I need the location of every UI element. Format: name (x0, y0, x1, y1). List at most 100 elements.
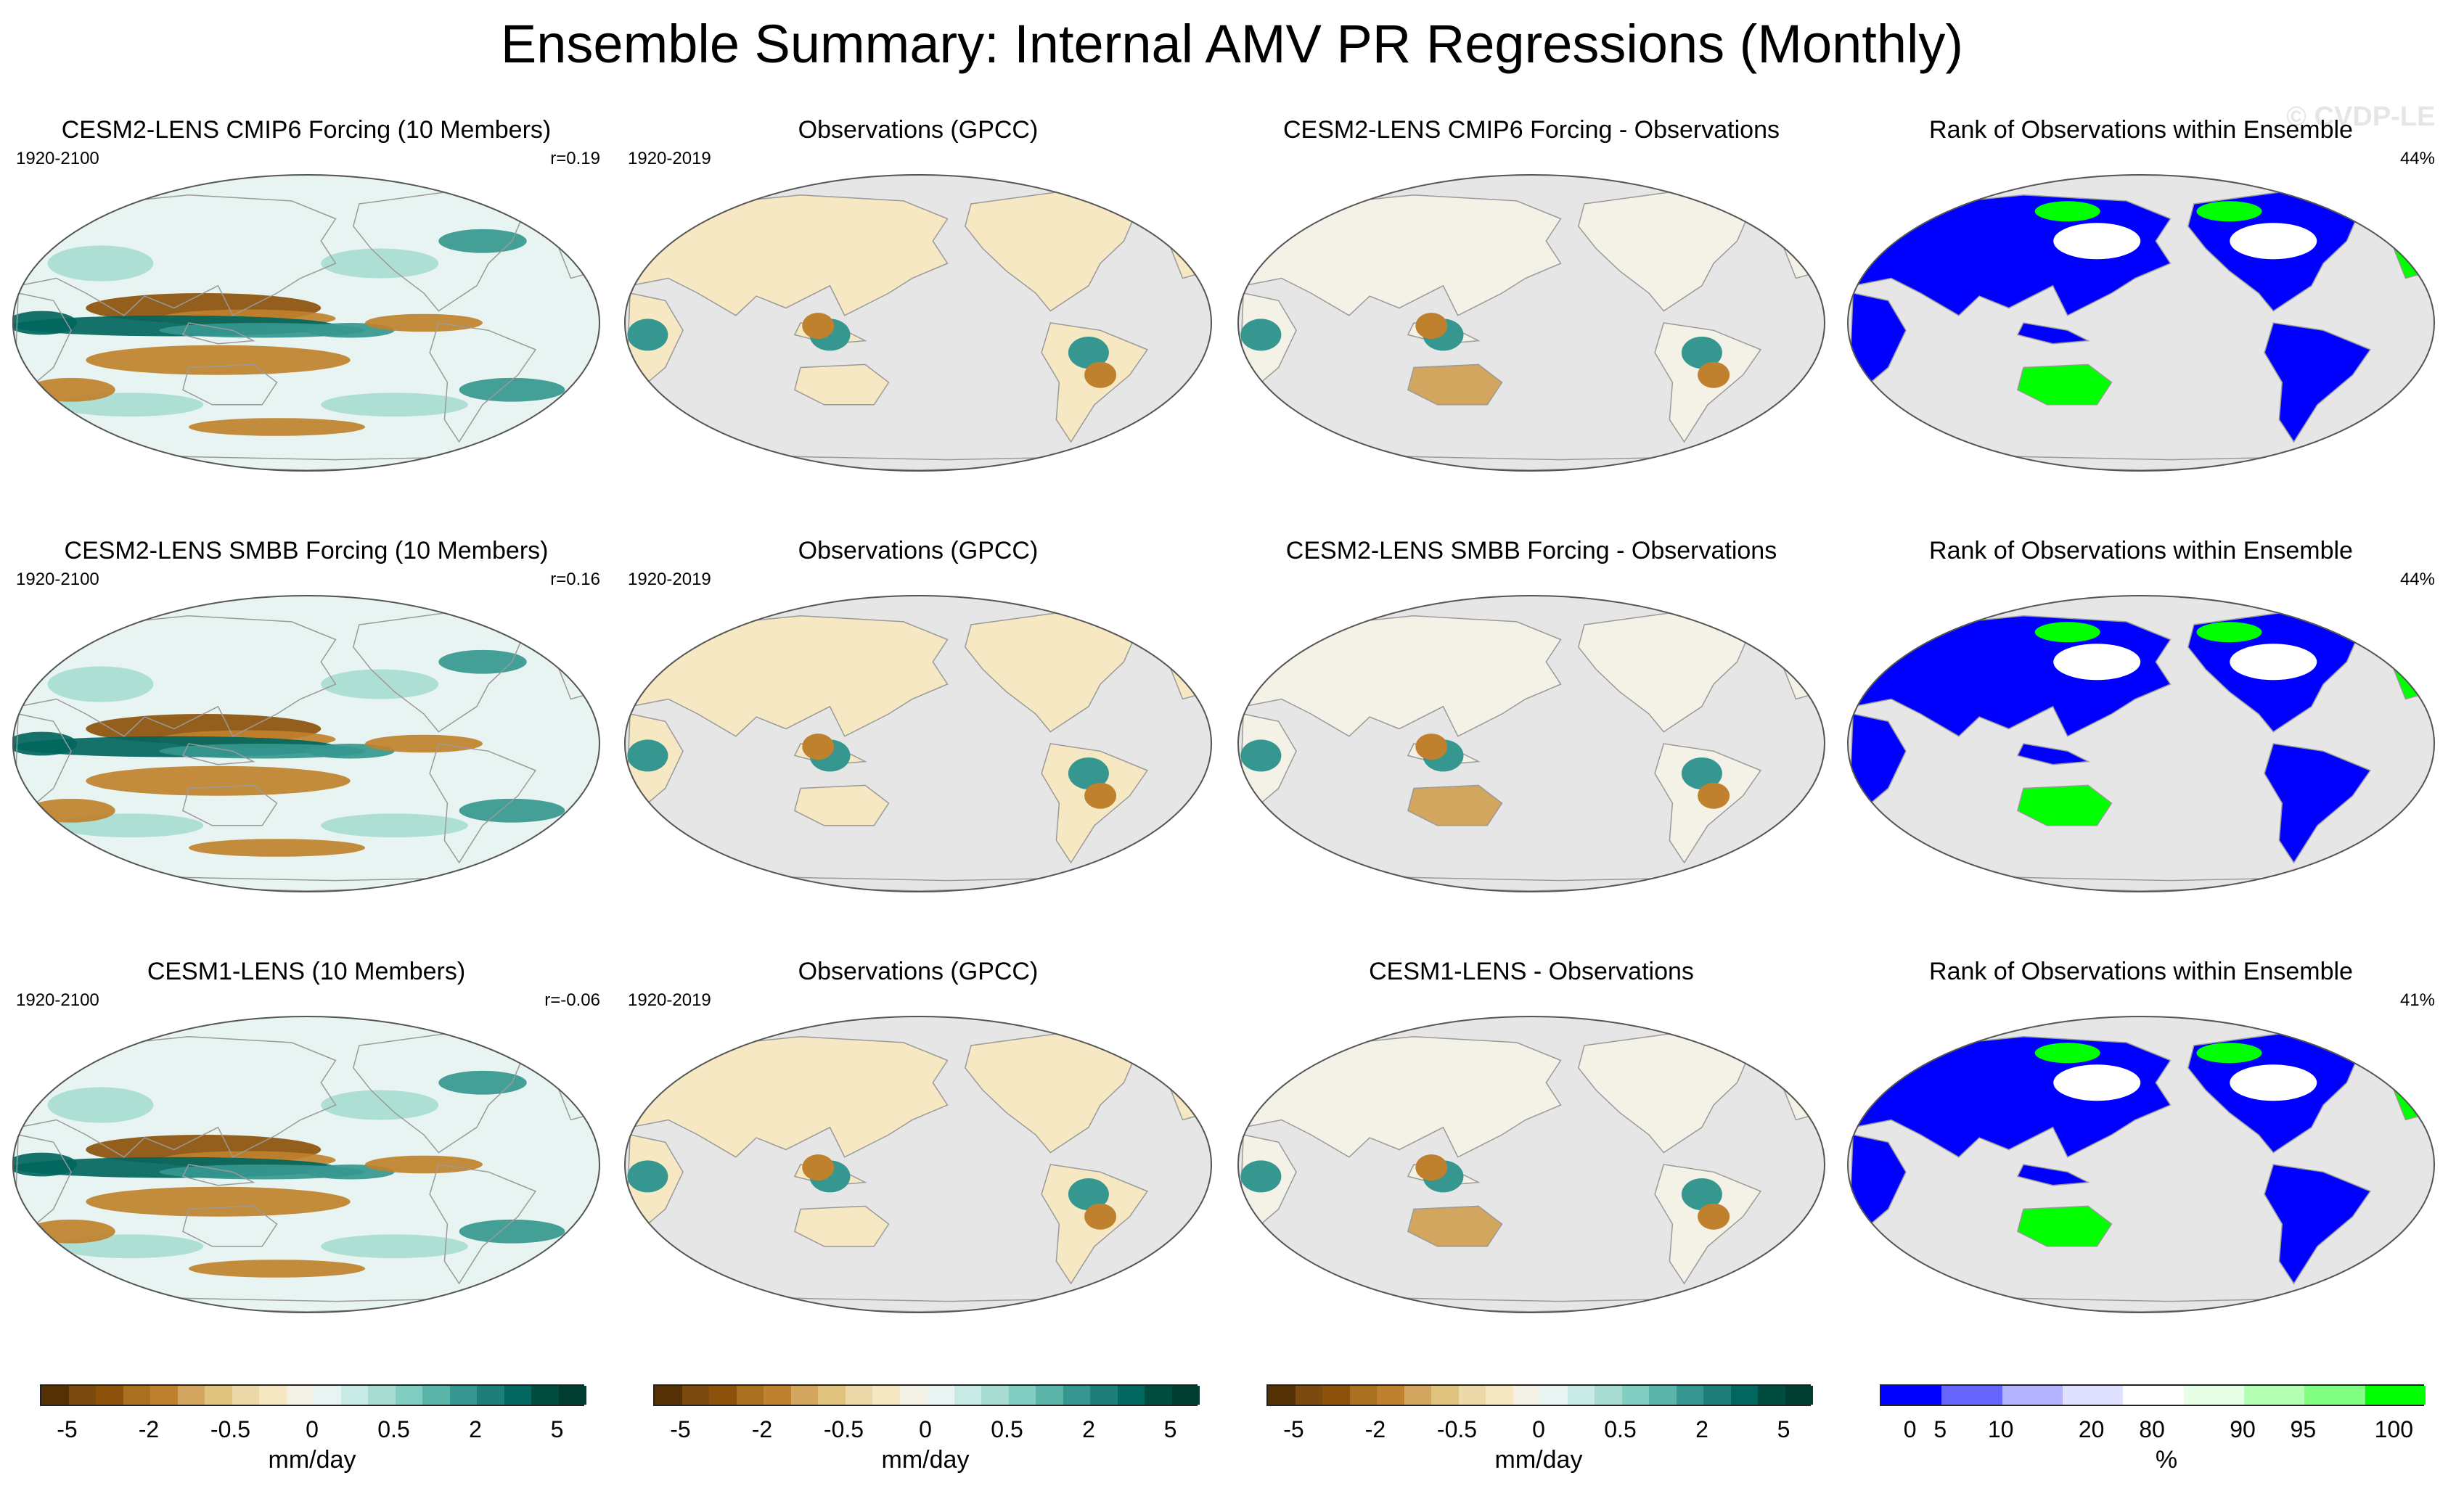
colorbar-swatch (1117, 1386, 1145, 1405)
colorbar-swatch (41, 1386, 69, 1405)
anomaly-region (1681, 1178, 1722, 1210)
anomaly-region (1415, 1154, 1448, 1181)
anomaly-region (12, 1152, 78, 1177)
colorbar-swatch (845, 1386, 873, 1405)
correlation-label: r=0.19 (550, 149, 600, 168)
period-label: 1920-2019 (628, 570, 711, 589)
map-border (1237, 174, 1825, 472)
colorbar-swatch (1567, 1386, 1595, 1405)
anomaly-region (27, 377, 115, 402)
colorbar-tick-label: 0 (1903, 1416, 1917, 1442)
colorbar-swatch (1676, 1386, 1704, 1405)
map-border (1237, 1016, 1825, 1313)
map-diff-r1-c2 (1237, 595, 1825, 892)
anomaly-region (627, 1160, 668, 1193)
land-seasia (181, 1164, 255, 1186)
panel-title: CESM1-LENS - Observations (1369, 958, 1694, 985)
anomaly-region (321, 1090, 439, 1120)
colorbar-swatch (1008, 1386, 1036, 1405)
anomaly-region (1681, 757, 1722, 789)
colorbar-swatch (1881, 1386, 1942, 1405)
land-australia (1407, 784, 1503, 826)
colorbar-swatch (1322, 1386, 1350, 1405)
anomaly-region (1240, 1160, 1282, 1193)
colorbar-tick-label: 5 (1163, 1416, 1177, 1442)
anomaly-region (1698, 361, 1730, 388)
land-greenland (1742, 185, 1791, 217)
anomaly-region (47, 245, 154, 282)
anomaly-region (47, 666, 154, 702)
rank-high-region (2034, 1043, 2100, 1064)
colorbar-swatch (1090, 1386, 1118, 1405)
land-australia (794, 784, 890, 826)
period-label: 1920-2100 (16, 990, 99, 1010)
map-obs-r2-c1 (624, 1016, 1212, 1313)
rank-mid-region (2230, 223, 2317, 260)
rank-high-region (2196, 1043, 2262, 1064)
anomaly-region (189, 839, 365, 857)
rank-high-region (2034, 622, 2100, 643)
map-border (1847, 595, 2435, 892)
colorbar-swatch (1171, 1386, 1200, 1405)
colorbar-swatch (2123, 1386, 2185, 1405)
anomaly-region (802, 313, 835, 340)
map-obs-r0-c1 (624, 174, 1212, 472)
colorbar-unit-label: % (2155, 1446, 2178, 1474)
colorbar-swatch (68, 1386, 97, 1405)
colorbar-swatch (1758, 1386, 1785, 1405)
colorbar-swatch (150, 1386, 178, 1405)
anomaly-region (459, 798, 565, 823)
colorbar-swatch (981, 1386, 1009, 1405)
colorbar-swatch (1349, 1386, 1378, 1405)
anomaly-region (1681, 337, 1722, 369)
colorbar-swatch (790, 1386, 819, 1405)
panel-title: Observations (GPCC) (798, 958, 1039, 985)
land-australia (794, 363, 890, 406)
rank-percent-label: 41% (2399, 990, 2435, 1010)
panel-title: CESM2-LENS SMBB Forcing (10 Members) (64, 537, 549, 564)
colorbar-swatch (1036, 1386, 1063, 1405)
rank-mid-region (2053, 644, 2141, 681)
colorbar-swatch (1377, 1386, 1404, 1405)
anomaly-region (321, 393, 468, 417)
land-greenland (1129, 606, 1178, 638)
colorbar-swatch (314, 1386, 341, 1405)
anomaly-region (1240, 739, 1282, 772)
correlation-label: r=-0.06 (544, 990, 600, 1010)
colorbar-tick-label: 0.5 (991, 1416, 1023, 1442)
colorbar-tick-label: 2 (1695, 1416, 1708, 1442)
colorbar-tick-label: 0.5 (377, 1416, 410, 1442)
colorbar-tick-label: 0.5 (1604, 1416, 1637, 1442)
anomaly-region (12, 731, 78, 756)
land-australia (794, 1205, 890, 1247)
colorbar-tick-label: 10 (1987, 1416, 2014, 1442)
land-eurasia (17, 1035, 337, 1158)
colorbar-swatch (1649, 1386, 1677, 1405)
land-australia (1407, 363, 1503, 406)
land-eurasia (629, 194, 949, 316)
land-greenland (1129, 1027, 1178, 1059)
rank-high-region (2196, 622, 2262, 643)
colorbar-tick-label: -0.5 (210, 1416, 251, 1442)
land-samerica (2264, 1164, 2372, 1285)
colorbar-swatch (1513, 1386, 1541, 1405)
land-australia (182, 363, 278, 406)
colorbar-tick-label: -0.5 (1436, 1416, 1478, 1442)
map-border (12, 174, 600, 472)
anomaly-region (1240, 319, 1282, 351)
land-seasia (2016, 743, 2090, 765)
panel-title: Observations (GPCC) (798, 116, 1039, 144)
panel-title: Rank of Observations within Ensemble (1929, 537, 2353, 564)
colorbar-swatch (1431, 1386, 1459, 1405)
anomaly-region (1698, 1203, 1730, 1230)
colorbar-swatch (1540, 1386, 1568, 1405)
land-samerica (2264, 743, 2372, 864)
colorbar-swatch (736, 1386, 764, 1405)
period-label: 1920-2019 (628, 149, 711, 168)
colorbar-swatch (1404, 1386, 1432, 1405)
colorbar-swatch (1595, 1386, 1622, 1405)
colorbar-tick-label: 2 (469, 1416, 482, 1442)
land-greenland (2352, 185, 2401, 217)
colorbar-swatch (2365, 1386, 2426, 1405)
anomaly-region (627, 319, 668, 351)
